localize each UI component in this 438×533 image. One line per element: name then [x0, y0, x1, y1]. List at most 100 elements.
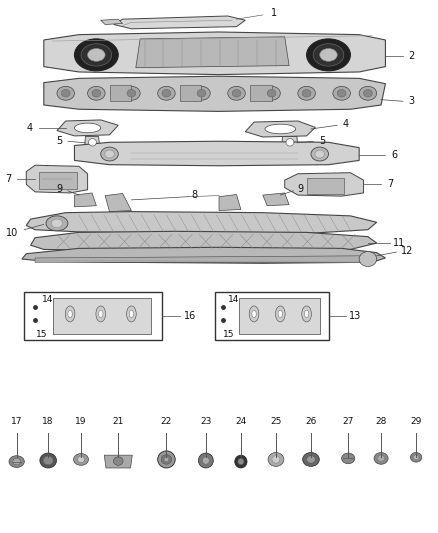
Ellipse shape	[278, 310, 283, 318]
Text: 21: 21	[113, 417, 124, 425]
Text: 1: 1	[271, 8, 277, 18]
Ellipse shape	[315, 150, 325, 158]
Ellipse shape	[359, 252, 377, 266]
Bar	[39, 172, 77, 189]
Polygon shape	[285, 173, 364, 196]
Text: 5: 5	[56, 136, 62, 146]
Text: 19: 19	[75, 417, 87, 425]
Text: 7: 7	[387, 179, 393, 189]
Ellipse shape	[307, 39, 350, 71]
Ellipse shape	[286, 139, 294, 146]
Ellipse shape	[129, 310, 134, 318]
Text: 15: 15	[36, 330, 48, 339]
Polygon shape	[263, 193, 289, 206]
Ellipse shape	[378, 455, 385, 462]
Text: 6: 6	[391, 150, 397, 159]
Polygon shape	[74, 193, 96, 207]
Polygon shape	[31, 231, 377, 251]
Ellipse shape	[162, 90, 171, 97]
Text: 13: 13	[349, 311, 361, 321]
Ellipse shape	[96, 306, 106, 322]
Ellipse shape	[364, 90, 372, 97]
Text: 8: 8	[192, 190, 198, 199]
Text: 9: 9	[297, 184, 303, 193]
Polygon shape	[44, 76, 385, 111]
Polygon shape	[104, 455, 132, 468]
Ellipse shape	[81, 44, 112, 66]
Ellipse shape	[9, 456, 24, 467]
Text: 10: 10	[6, 228, 18, 238]
Ellipse shape	[88, 86, 105, 100]
Ellipse shape	[374, 453, 388, 464]
Ellipse shape	[228, 86, 245, 100]
Ellipse shape	[99, 310, 103, 318]
Ellipse shape	[311, 147, 328, 161]
Text: 17: 17	[11, 417, 22, 425]
Text: 14: 14	[42, 295, 53, 304]
Polygon shape	[74, 141, 359, 166]
Text: 28: 28	[375, 417, 387, 425]
Ellipse shape	[302, 306, 311, 322]
Ellipse shape	[359, 86, 377, 100]
Ellipse shape	[302, 90, 311, 97]
Ellipse shape	[158, 86, 175, 100]
Bar	[110, 85, 131, 101]
Ellipse shape	[303, 453, 319, 466]
Ellipse shape	[61, 90, 70, 97]
Ellipse shape	[238, 458, 244, 465]
Ellipse shape	[268, 453, 284, 466]
Ellipse shape	[263, 86, 280, 100]
Ellipse shape	[307, 456, 315, 463]
Ellipse shape	[74, 39, 118, 71]
Ellipse shape	[74, 123, 101, 133]
Bar	[180, 85, 201, 101]
Ellipse shape	[65, 306, 75, 322]
Text: 5: 5	[319, 136, 325, 146]
Text: 25: 25	[270, 417, 282, 425]
Ellipse shape	[320, 49, 337, 61]
Ellipse shape	[298, 86, 315, 100]
Text: 15: 15	[223, 330, 235, 339]
Ellipse shape	[113, 457, 123, 465]
Ellipse shape	[127, 90, 136, 97]
Text: 26: 26	[305, 417, 317, 425]
Ellipse shape	[43, 456, 53, 465]
Ellipse shape	[249, 306, 259, 322]
Ellipse shape	[252, 310, 256, 318]
Ellipse shape	[333, 86, 350, 100]
Ellipse shape	[197, 90, 206, 97]
Ellipse shape	[127, 306, 136, 322]
Ellipse shape	[413, 455, 419, 459]
Ellipse shape	[164, 457, 169, 462]
Text: 4: 4	[343, 119, 349, 128]
Ellipse shape	[232, 90, 241, 97]
Ellipse shape	[88, 139, 96, 146]
Ellipse shape	[342, 453, 355, 464]
Text: 11: 11	[392, 238, 405, 247]
Ellipse shape	[88, 49, 105, 61]
Ellipse shape	[74, 454, 88, 465]
Text: 27: 27	[343, 417, 354, 425]
Polygon shape	[26, 165, 88, 193]
Ellipse shape	[304, 310, 309, 318]
Ellipse shape	[123, 86, 140, 100]
Polygon shape	[219, 195, 241, 211]
Polygon shape	[57, 120, 118, 136]
Text: 18: 18	[42, 417, 54, 425]
Polygon shape	[114, 16, 245, 29]
Polygon shape	[282, 136, 298, 148]
Text: 29: 29	[410, 417, 422, 425]
Polygon shape	[44, 32, 385, 75]
Ellipse shape	[272, 456, 280, 463]
Ellipse shape	[276, 306, 285, 322]
Text: 9: 9	[56, 184, 62, 193]
Ellipse shape	[68, 310, 72, 318]
Ellipse shape	[410, 453, 422, 462]
Bar	[53, 298, 151, 334]
Ellipse shape	[198, 453, 213, 468]
Bar	[250, 85, 272, 101]
Text: 22: 22	[161, 417, 172, 425]
Ellipse shape	[78, 456, 85, 463]
Polygon shape	[105, 193, 131, 212]
Ellipse shape	[51, 219, 63, 228]
